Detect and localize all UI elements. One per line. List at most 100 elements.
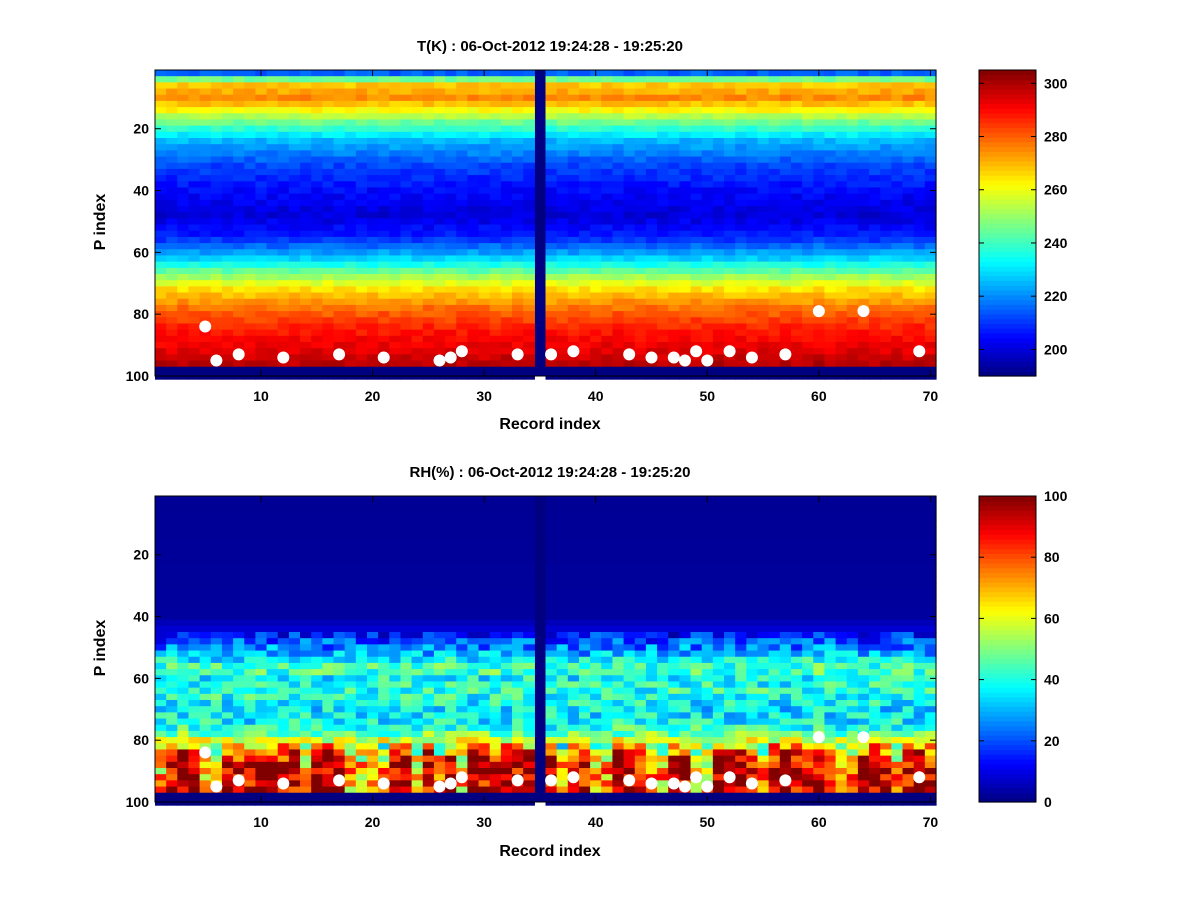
temperature-cell <box>612 212 624 219</box>
temperature-cell <box>757 225 769 232</box>
humidity-cell <box>322 583 334 590</box>
temperature-cell <box>891 305 903 312</box>
humidity-cell <box>423 502 435 509</box>
temperature-cell <box>177 212 189 219</box>
temperature-cell <box>713 218 725 225</box>
temperature-cell <box>657 181 669 188</box>
temperature-cell <box>691 293 703 300</box>
temperature-cell <box>635 293 647 300</box>
temperature-cell <box>512 323 524 330</box>
temperature-cell <box>278 237 290 244</box>
temperature-cell <box>880 262 892 269</box>
temperature-cell <box>434 280 446 287</box>
temperature-cell <box>367 249 379 256</box>
humidity-cell <box>188 620 200 627</box>
temperature-cell <box>836 70 848 77</box>
temperature-cell <box>267 169 279 176</box>
temperature-cell <box>646 200 658 207</box>
temperature-cell <box>177 305 189 312</box>
temperature-cell <box>434 181 446 188</box>
temperature-cell <box>646 317 658 324</box>
temperature-cell <box>267 361 279 368</box>
temperature-cell <box>467 206 479 213</box>
humidity-cell <box>445 638 457 645</box>
temperature-cell <box>791 200 803 207</box>
temperature-cell <box>200 361 212 368</box>
temperature-cell <box>211 231 223 238</box>
temperature-cell <box>233 194 245 201</box>
humidity-cell <box>233 521 245 528</box>
temperature-cell <box>813 119 825 126</box>
temperature-cell <box>869 336 881 343</box>
temperature-cell <box>512 194 524 201</box>
temperature-cell <box>546 212 558 219</box>
humidity-cell <box>445 712 457 719</box>
temperature-cell <box>367 126 379 133</box>
temperature-cell <box>624 119 636 126</box>
temperature-cell <box>356 299 368 306</box>
humidity-cell <box>345 706 357 713</box>
humidity-cell <box>166 508 178 515</box>
temperature-cell <box>735 323 747 330</box>
humidity-cell <box>200 663 212 670</box>
humidity-cell <box>267 601 279 608</box>
temperature-cell <box>200 293 212 300</box>
humidity-cell <box>356 719 368 726</box>
temperature-cell <box>791 138 803 145</box>
temperature-cell <box>836 126 848 133</box>
temperature-cell <box>400 181 412 188</box>
humidity-cell <box>188 570 200 577</box>
temperature-cell <box>155 144 167 151</box>
humidity-cell <box>456 681 468 688</box>
temperature-cell <box>345 76 357 83</box>
humidity-cell <box>345 570 357 577</box>
humidity-cell <box>289 793 301 800</box>
temperature-cell <box>791 231 803 238</box>
humidity-cell <box>434 657 446 664</box>
temperature-cell <box>624 262 636 269</box>
temperature-cell <box>278 311 290 318</box>
temperature-cell <box>400 206 412 213</box>
humidity-cell <box>322 613 334 620</box>
humidity-cell <box>267 626 279 633</box>
humidity-cell <box>222 793 234 800</box>
humidity-cell <box>289 508 301 515</box>
temperature-cell <box>646 101 658 108</box>
temperature-cell <box>467 342 479 349</box>
temperature-cell <box>356 330 368 337</box>
humidity-cell <box>445 515 457 522</box>
humidity-cell <box>166 583 178 590</box>
temperature-cell <box>590 280 602 287</box>
temperature-cell <box>590 163 602 170</box>
temperature-cell <box>546 299 558 306</box>
temperature-cell <box>166 181 178 188</box>
humidity-cell <box>255 663 267 670</box>
humidity-cell <box>389 725 401 732</box>
humidity-cell <box>434 675 446 682</box>
temperature-cell <box>601 323 613 330</box>
humidity-cell <box>367 675 379 682</box>
temperature-cell <box>557 311 569 318</box>
humidity-cell <box>166 712 178 719</box>
humidity-cell <box>255 669 267 676</box>
temperature-cell <box>657 132 669 139</box>
temperature-cell <box>891 194 903 201</box>
temperature-cell <box>512 268 524 275</box>
temperature-cell <box>445 367 457 374</box>
temperature-cell <box>568 119 580 126</box>
temperature-cell <box>400 138 412 145</box>
humidity-cell <box>289 663 301 670</box>
humidity-cell <box>300 583 312 590</box>
temperature-cell <box>456 89 468 96</box>
temperature-cell <box>780 200 792 207</box>
temperature-cell <box>880 305 892 312</box>
temperature-cell <box>769 348 781 355</box>
temperature-cell <box>869 293 881 300</box>
temperature-cell <box>891 218 903 225</box>
temperature-cell <box>624 274 636 281</box>
humidity-cell <box>345 564 357 571</box>
temperature-cell <box>579 255 591 262</box>
temperature-cell <box>568 249 580 256</box>
temperature-colorbar-segment <box>979 166 1036 171</box>
temperature-cell <box>813 194 825 201</box>
